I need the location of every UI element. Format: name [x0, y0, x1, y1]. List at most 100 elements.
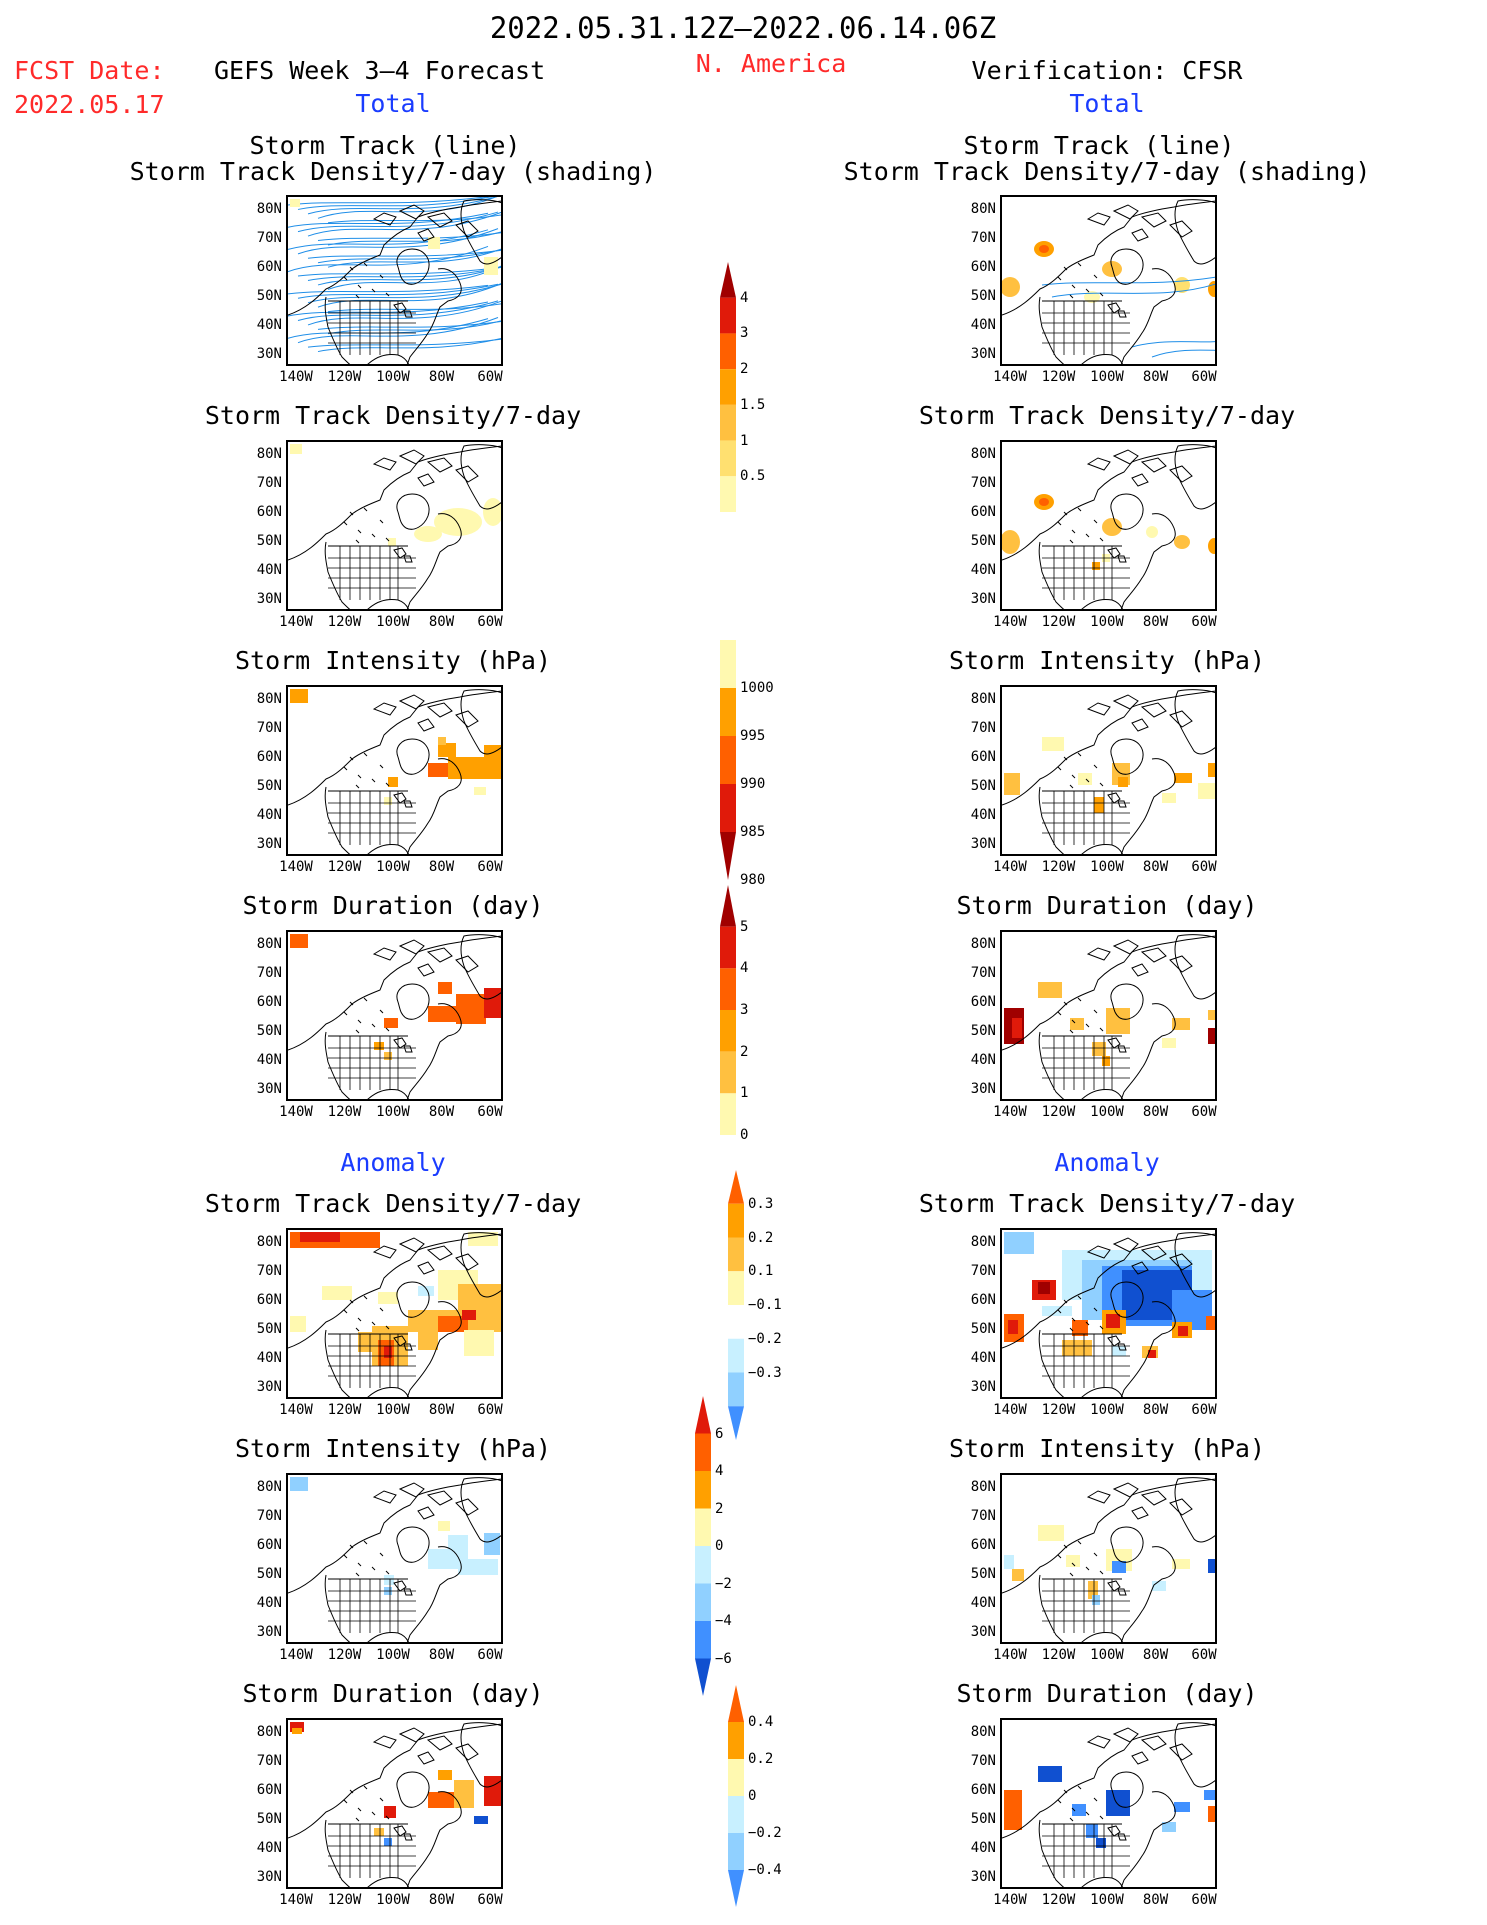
lat-label: 50N	[970, 1321, 996, 1337]
lat-label: 80N	[256, 1234, 282, 1250]
lat-label: 30N	[256, 591, 282, 607]
total-label-left: Total	[355, 89, 431, 118]
lat-label: 70N	[970, 475, 996, 491]
lat-label: 30N	[256, 836, 282, 852]
colorbar-label: 0.3	[748, 1195, 774, 1212]
lat-label: 70N	[256, 230, 282, 246]
lat-label: 70N	[970, 1508, 996, 1524]
lat-label: 70N	[256, 965, 282, 981]
total-label-right: Total	[1069, 89, 1145, 118]
lon-label: 140W	[279, 859, 313, 875]
title-density-anom-left: Storm Track Density/7-day	[204, 1189, 582, 1218]
colorbar-label: 6	[715, 1425, 724, 1442]
lat-label: 50N	[970, 288, 996, 304]
colorbar-label: 1000	[740, 680, 774, 696]
lon-label: 120W	[327, 1402, 362, 1418]
lon-label: 80W	[1142, 1647, 1169, 1663]
lat-label: 70N	[256, 1508, 282, 1524]
lon-label: 60W	[477, 1647, 503, 1663]
title-intensity-anom-left: Storm Intensity (hPa)	[234, 1434, 552, 1463]
lon-label: 140W	[993, 1104, 1027, 1120]
lat-label: 40N	[970, 562, 996, 578]
lat-label: 60N	[256, 1782, 282, 1798]
lat-label: 40N	[256, 807, 282, 823]
lat-label: 50N	[970, 533, 996, 549]
lat-label: 40N	[256, 1840, 282, 1856]
lon-label: 60W	[477, 1104, 503, 1120]
lon-label: 120W	[327, 859, 362, 875]
lat-label: 70N	[256, 475, 282, 491]
lon-label: 120W	[327, 614, 362, 630]
lon-label: 120W	[1041, 859, 1076, 875]
lon-label: 120W	[1041, 1402, 1076, 1418]
colorbar-label: 4	[715, 1463, 724, 1479]
lon-label: 100W	[1090, 859, 1124, 875]
lat-label: 50N	[970, 778, 996, 794]
lat-label: 30N	[970, 1869, 996, 1885]
lon-label: 140W	[279, 1104, 313, 1120]
lat-label: 60N	[256, 259, 282, 275]
lat-label: 50N	[256, 1321, 282, 1337]
title-track-line-right: Storm Track (line)	[963, 131, 1235, 160]
fcst-date: 2022.05.17	[14, 90, 165, 119]
colorbar-label: 0.4	[748, 1714, 774, 1730]
lat-label: 30N	[970, 1379, 996, 1395]
lat-label: 30N	[256, 1869, 282, 1885]
lon-label: 80W	[428, 614, 455, 630]
lon-label: 100W	[1090, 369, 1124, 385]
anomaly-label-left: Anomaly	[340, 1148, 446, 1177]
map-duration-anom-right	[1000, 1718, 1217, 1889]
lon-label: 60W	[477, 369, 503, 385]
lat-label: 30N	[970, 1081, 996, 1097]
colorbar-label: −2	[715, 1575, 732, 1592]
title-duration-anom-right: Storm Duration (day)	[956, 1679, 1258, 1708]
lat-label: 30N	[970, 346, 996, 362]
colorbar-label: 0.5	[740, 468, 766, 485]
map-intensity-anom-right	[1000, 1473, 1217, 1644]
lon-label: 60W	[1191, 859, 1217, 875]
colorbar-label: 0	[748, 1788, 757, 1804]
colorbar-intensity_anom	[695, 1396, 711, 1696]
map-duration-right	[1000, 930, 1217, 1101]
anomaly-label-right: Anomaly	[1054, 1148, 1160, 1177]
lon-label: 140W	[279, 1647, 313, 1663]
lat-label: 60N	[970, 1782, 996, 1798]
lon-label: 60W	[1191, 1104, 1217, 1120]
lon-label: 120W	[1041, 369, 1076, 385]
lat-label: 50N	[256, 288, 282, 304]
lon-label: 120W	[1041, 1647, 1076, 1663]
lat-label: 80N	[256, 691, 282, 707]
region-title: N. America	[695, 49, 847, 78]
colorbar-label: 3	[740, 325, 749, 342]
lon-label: 140W	[279, 369, 313, 385]
lat-label: 30N	[256, 346, 282, 362]
lat-label: 60N	[256, 504, 282, 520]
lon-label: 80W	[1142, 369, 1169, 385]
title-track-line-left: Storm Track (line)	[249, 131, 521, 160]
colorbar-label: 4	[740, 960, 749, 977]
lat-label: 80N	[970, 936, 996, 952]
map-density-anom-right	[1000, 1228, 1217, 1399]
colorbar-label: 1	[740, 1085, 749, 1102]
colorbar-label: −6	[715, 1650, 732, 1667]
lat-label: 40N	[256, 562, 282, 578]
lon-label: 100W	[376, 1647, 410, 1663]
lon-label: 140W	[279, 1402, 313, 1418]
colorbar-label: −0.2	[748, 1825, 782, 1841]
lat-label: 30N	[256, 1379, 282, 1395]
lon-label: 80W	[1142, 1892, 1169, 1908]
lat-label: 80N	[970, 691, 996, 707]
lon-label: 100W	[1090, 1402, 1124, 1418]
colorbar-duration_total	[720, 885, 736, 1135]
lon-label: 100W	[1090, 614, 1124, 630]
lon-label: 120W	[1041, 1104, 1076, 1120]
lon-label: 60W	[1191, 369, 1217, 385]
colorbar-label: 990	[740, 776, 766, 792]
lat-label: 40N	[970, 1840, 996, 1856]
model-title: GEFS Week 3–4 Forecast	[214, 56, 546, 85]
lat-label: 80N	[970, 1724, 996, 1740]
lat-label: 50N	[256, 1023, 282, 1039]
lat-label: 40N	[256, 317, 282, 333]
map-intensity-anom-left	[286, 1473, 503, 1644]
title-intensity-right: Storm Intensity (hPa)	[948, 646, 1266, 675]
